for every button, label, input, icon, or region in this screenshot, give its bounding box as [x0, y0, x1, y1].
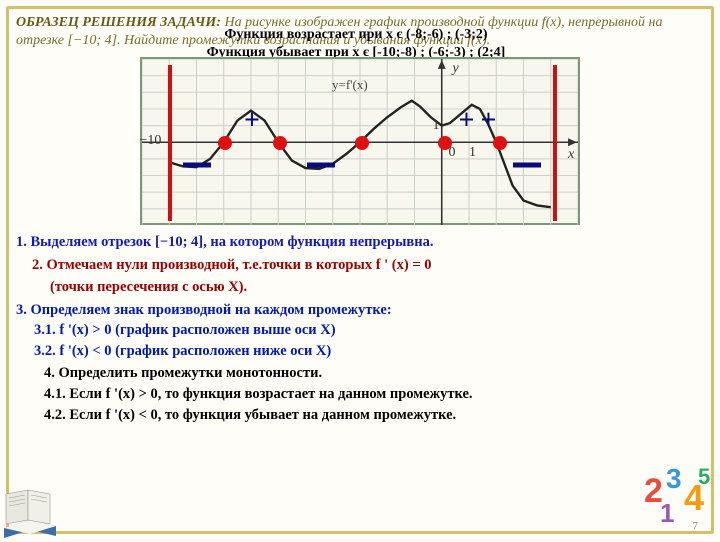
problem-header: ОБРАЗЕЦ РЕШЕНИЯ ЗАДАЧИ: На рисунке изобр…: [16, 14, 704, 49]
plus-sign: +: [459, 105, 475, 137]
svg-text:3: 3: [666, 463, 682, 494]
step-2a: 2. Отмечаем нули производной, т.е.точки …: [32, 256, 704, 276]
zero-dot: [218, 136, 232, 150]
zero-dot: [355, 136, 369, 150]
tick-label-1y: 1: [433, 118, 440, 134]
step-4-2: 4.2. Если f '(x) < 0, то функция убывает…: [44, 406, 704, 426]
minus-sign: [307, 163, 335, 168]
boundary-bar: [553, 65, 557, 221]
svg-text:1: 1: [660, 498, 674, 528]
tick-label-0: 0: [449, 145, 456, 161]
graph-container: y=f'(x) y x +++−10011: [16, 57, 704, 225]
zero-dot: [493, 136, 507, 150]
numbers-decoration-icon: 2 3 4 1 5: [636, 460, 720, 532]
steps-list: 1. Выделяем отрезок [−10; 4], на котором…: [16, 233, 704, 425]
minus-sign: [513, 163, 541, 168]
x-axis-label: x: [568, 147, 574, 163]
zero-dot: [273, 136, 287, 150]
boundary-bar: [168, 65, 172, 221]
step-3-2: 3.2. f '(x) < 0 (график расположен ниже …: [34, 342, 704, 362]
content-area: ОБРАЗЕЦ РЕШЕНИЯ ЗАДАЧИ: На рисунке изобр…: [16, 14, 704, 526]
answer-line-increase: Функция возрастает при х є (-8;-6) ; (-3…: [76, 26, 636, 44]
tick-label-minus10: −10: [140, 133, 162, 149]
graph-box: y=f'(x) y x +++−10011: [140, 57, 580, 225]
page-number: 7: [693, 520, 699, 532]
step-4: 4. Определить промежутки монотонности.: [44, 364, 704, 384]
step-3: 3. Определяем знак производной на каждом…: [16, 301, 704, 321]
step-3-1: 3.1. f '(x) > 0 (график расположен выше …: [34, 321, 704, 341]
minus-sign: [183, 163, 211, 168]
step-2b: (точки пересечения с осью Х).: [50, 278, 704, 298]
book-decoration-icon: [0, 480, 66, 542]
step-1: 1. Выделяем отрезок [−10; 4], на котором…: [16, 233, 704, 253]
step-4-1: 4.1. Если f '(x) > 0, то функция возраст…: [44, 385, 704, 405]
answer-overlay: Функция возрастает при х є (-8;-6) ; (-3…: [76, 26, 636, 61]
equation-label: y=f'(x): [332, 77, 368, 93]
tick-label-1x: 1: [469, 145, 476, 161]
plus-sign: +: [244, 105, 260, 137]
plus-sign: +: [481, 105, 497, 137]
y-axis-label: y: [453, 61, 459, 77]
svg-text:5: 5: [698, 464, 710, 489]
